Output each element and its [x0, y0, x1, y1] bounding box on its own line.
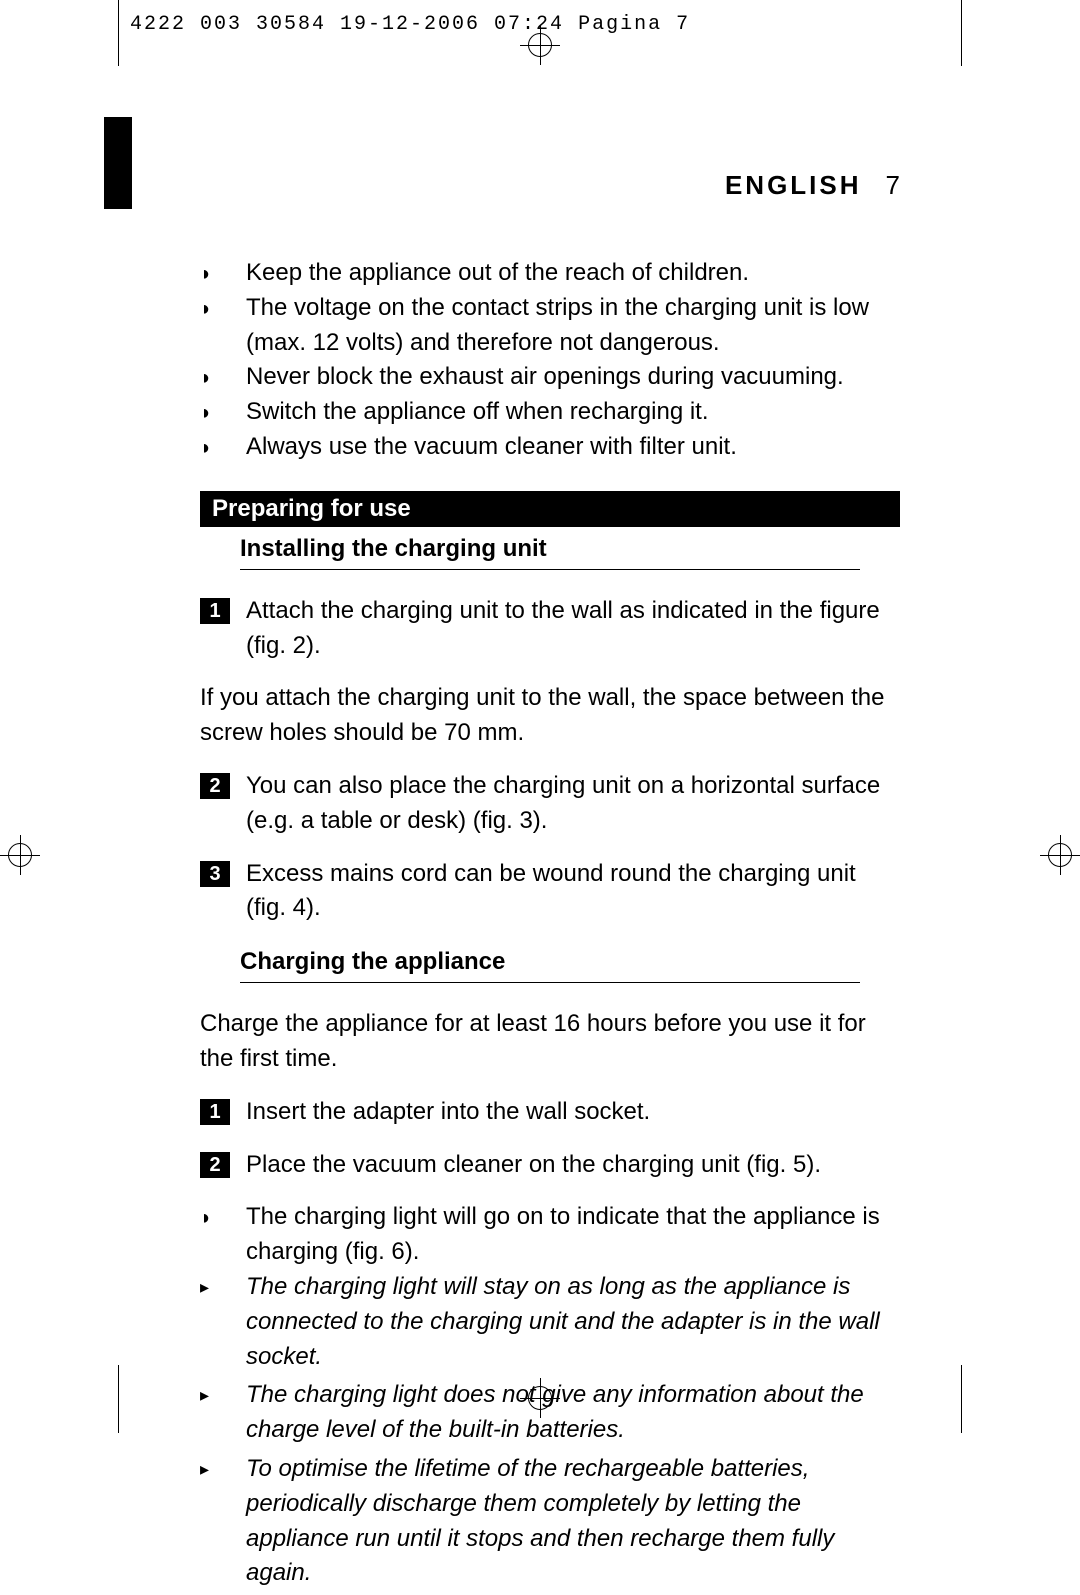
- step-text: Insert the adapter into the wall socket.: [246, 1098, 650, 1125]
- step-text: Place the vacuum cleaner on the charging…: [246, 1151, 821, 1178]
- subsection-header: Installing the charging unit: [240, 535, 860, 570]
- section-header: Preparing for use: [200, 491, 900, 527]
- step-text: You can also place the charging unit on …: [246, 772, 880, 834]
- bullet-list: The charging light will go on to indicat…: [200, 1200, 900, 1270]
- edge-tab: [104, 117, 132, 209]
- step-number: 2: [200, 1152, 230, 1178]
- list-item: The voltage on the contact strips in the…: [200, 291, 900, 361]
- list-item: Always use the vacuum cleaner with filte…: [200, 430, 900, 465]
- language-label: ENGLISH: [725, 170, 862, 201]
- page-number: 7: [886, 170, 900, 201]
- numbered-step: 1 Insert the adapter into the wall socke…: [200, 1095, 900, 1130]
- registration-mark-left: [0, 835, 40, 875]
- list-item: Never block the exhaust air openings dur…: [200, 360, 900, 395]
- subsection-header: Charging the appliance: [240, 948, 860, 983]
- body-text: Charge the appliance for at least 16 hou…: [200, 1007, 900, 1077]
- step-text: Attach the charging unit to the wall as …: [246, 597, 880, 659]
- registration-mark-right: [1040, 835, 1080, 875]
- numbered-step: 2 Place the vacuum cleaner on the chargi…: [200, 1148, 900, 1183]
- italic-note: The charging light will stay on as long …: [200, 1270, 900, 1374]
- registration-mark-top: [520, 25, 560, 65]
- italic-note: The charging light does not give any inf…: [200, 1378, 900, 1448]
- crop-mark: [961, 1365, 962, 1433]
- list-item: Switch the appliance off when recharging…: [200, 395, 900, 430]
- italic-note: To optimise the lifetime of the recharge…: [200, 1452, 900, 1591]
- step-number: 2: [200, 773, 230, 799]
- crop-mark: [118, 1365, 119, 1433]
- step-number: 3: [200, 861, 230, 887]
- top-bullet-list: Keep the appliance out of the reach of c…: [200, 256, 900, 465]
- list-item: The charging light will go on to indicat…: [200, 1200, 900, 1270]
- crop-mark: [118, 0, 119, 66]
- numbered-step: 3 Excess mains cord can be wound round t…: [200, 857, 900, 927]
- numbered-step: 1 Attach the charging unit to the wall a…: [200, 594, 900, 664]
- print-header: 4222 003 30584 19-12-2006 07:24 Pagina 7: [130, 13, 690, 36]
- step-text: Excess mains cord can be wound round the…: [246, 860, 856, 922]
- page-content: ENGLISH 7 Keep the appliance out of the …: [200, 170, 900, 1595]
- crop-mark: [961, 0, 962, 66]
- step-number: 1: [200, 1099, 230, 1125]
- list-item: Keep the appliance out of the reach of c…: [200, 256, 900, 291]
- step-number: 1: [200, 598, 230, 624]
- page-header: ENGLISH 7: [200, 170, 900, 201]
- body-text: If you attach the charging unit to the w…: [200, 681, 900, 751]
- numbered-step: 2 You can also place the charging unit o…: [200, 769, 900, 839]
